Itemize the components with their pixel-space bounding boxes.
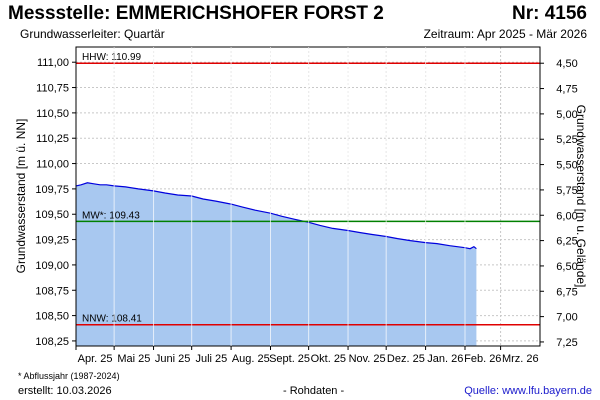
station-number: Nr: 4156 (512, 3, 587, 24)
y-tick-label: 108,50 (35, 311, 69, 323)
x-tick-label: Feb. 26 (464, 353, 501, 365)
x-tick-label: Okt. 25 (311, 353, 346, 365)
y-tick-label: 108,75 (35, 285, 69, 297)
x-tick-label: Apr. 25 (78, 353, 113, 365)
y-tick-label: 109,00 (35, 260, 69, 272)
y-tick-label: 110,00 (36, 159, 69, 171)
y-axis-label: Grundwasserstand [m ü. NN] (14, 119, 28, 274)
plot-frame (75, 46, 541, 347)
x-tick-label: Juli 25 (195, 353, 227, 365)
x-axis-ticks: Apr. 25 Mai 25 Juni 25 Juli 25 Aug. 25 Sept. … (75, 346, 539, 365)
x-tick-label: Aug. 25 (232, 353, 270, 365)
x-tick-label: Nov. 25 (349, 353, 386, 365)
source-link[interactable]: Quelle: www.lfu.bayern.de (464, 385, 592, 397)
created-date: erstellt: 10.03.2026 (18, 385, 112, 397)
y-tick-label: 108,25 (35, 336, 69, 348)
reference-label: NNW: 108.41 (82, 314, 142, 325)
reference-label: HHW: 110.99 (82, 52, 142, 63)
x-tick-label: Sept. 25 (269, 353, 310, 365)
y-tick-label: 111,00 (37, 57, 69, 69)
y2-tick-label: 5,00 (556, 109, 577, 121)
y-tick-label: 109,25 (35, 235, 69, 247)
y-axis-ticks: 111,00 110,75 110,50 110,25 110,00 109,75 109,… (35, 57, 76, 348)
y2-axis-label: Grundwasserstand [m u. Gelände] (574, 105, 588, 288)
y-tick-label: 109,50 (35, 209, 69, 221)
y2-tick-label: 6,25 (556, 236, 577, 248)
period-label: Zeitraum: Apr 2025 - Mär 2026 (423, 27, 587, 41)
y2-tick-label: 6,50 (556, 261, 577, 273)
reference-label: MW*: 109.43 (82, 210, 140, 221)
y2-tick-label: 7,25 (556, 337, 577, 349)
water-level-area (76, 182, 477, 346)
y2-tick-label: 5,50 (556, 160, 577, 172)
raw-data-label: - Rohdaten - (283, 385, 345, 397)
x-tick-label: Mrz. 26 (502, 353, 539, 365)
x-tick-label: Jan. 26 (427, 353, 463, 365)
y-tick-label: 110,25 (36, 133, 69, 145)
y-tick-label: 109,75 (35, 184, 69, 196)
y-tick-label: 110,75 (36, 83, 69, 95)
y2-tick-label: 6,75 (556, 286, 577, 298)
x-tick-label: Dez. 25 (387, 353, 425, 365)
y2-axis-ticks: 4,50 4,75 5,00 5,25 5,50 5,75 6,00 6,25 6,50 6,75… (540, 58, 578, 349)
y2-tick-label: 5,25 (556, 134, 577, 146)
x-tick-label: Mai 25 (117, 353, 150, 365)
footnote: * Abflussjahr (1987-2024) (18, 371, 120, 381)
y2-tick-label: 7,00 (556, 312, 577, 324)
y-tick-label: 110,50 (36, 108, 69, 120)
y2-tick-label: 5,75 (556, 185, 577, 197)
chart-title: Messstelle: EMMERICHSHOFER FORST 2 (8, 3, 384, 24)
y2-tick-label: 4,50 (556, 58, 577, 70)
chart-subtitle: Grundwasserleiter: Quartär (20, 27, 165, 41)
y2-tick-label: 6,00 (556, 210, 577, 222)
y2-tick-label: 4,75 (556, 84, 577, 96)
x-tick-label: Juni 25 (155, 353, 190, 365)
